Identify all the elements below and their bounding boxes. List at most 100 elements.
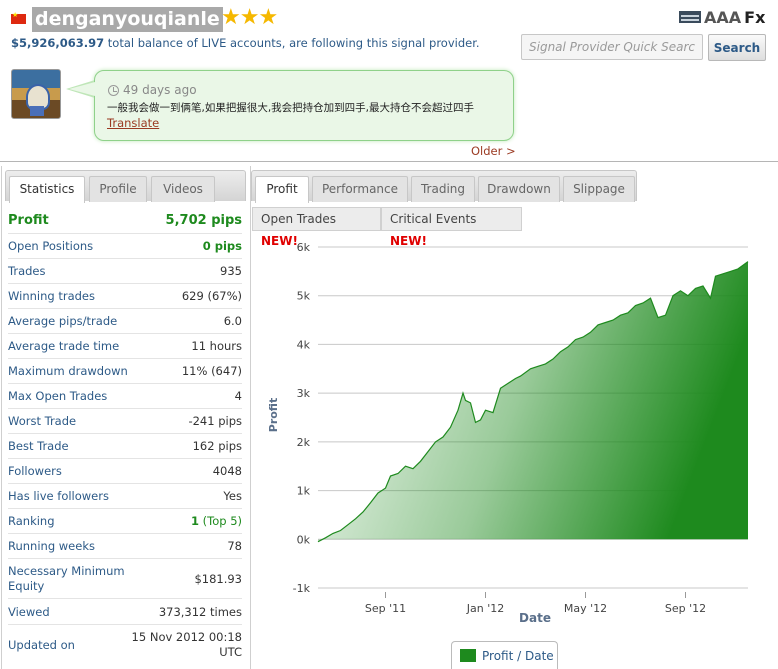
stat-value: 629 (67%) [181,289,242,303]
aaafx-logo-icon [679,11,701,23]
stat-value: 935 [220,264,242,278]
subtab-open-trades[interactable]: Open Trades NEW! [252,207,381,248]
stat-label: Open Positions [8,239,94,253]
new-badge: NEW! [390,234,427,248]
stat-value: $181.93 [194,571,242,586]
profit-line [317,261,749,543]
x-tick-label: Jan '12 [466,602,504,615]
stat-row-minimum-equity: Necessary Minimum Equity $181.93 [8,559,242,599]
bubble-arrow-inner [69,82,95,96]
chart-panel [250,166,778,669]
y-tick-label: 5k [297,290,311,303]
stat-label: Ranking [8,514,55,528]
subtab-label: Critical Events [390,212,477,226]
statistics-panel [1,166,250,669]
stat-label: Running weeks [8,539,95,553]
stat-label: Necessary Minimum Equity [8,563,125,593]
y-tick-label: 4k [297,338,311,351]
stat-row-followers: Followers 4048 [8,459,242,484]
stat-label: Followers [8,464,62,478]
stat-value: 15 Nov 2012 00:18 UTC [131,630,242,659]
stat-label: Maximum drawdown [8,364,128,378]
tab-profile[interactable]: Profile [89,176,147,202]
stat-row-ranking: Ranking 1 (Top 5) [8,509,242,534]
stat-value: 4048 [212,464,242,478]
stat-label: Best Trade [8,439,69,453]
stat-row-updated-on: Updated on 15 Nov 2012 00:18 UTC [8,625,242,665]
stat-value: 5,702 pips [165,213,242,228]
stat-row-open-positions: Open Positions 0 pips [8,234,242,259]
y-tick-label: 3k [297,387,311,400]
stat-value: -241 pips [188,414,242,428]
stat-value: 78 [227,539,242,553]
profit-area [318,261,748,542]
subtab-critical-events[interactable]: Critical Events NEW! [381,207,522,248]
stat-value: 11% (647) [181,364,242,378]
x-tick-label: May '12 [564,602,607,615]
balance-text: total balance of LIVE accounts, are foll… [104,36,480,50]
balance-line: $5,926,063.97 total balance of LIVE acco… [11,36,480,50]
x-axis-ticks: Sep '11 Jan '12 May '12 Sep '12 [365,592,706,615]
tab-performance[interactable]: Performance [312,176,408,202]
x-tick-label: Sep '12 [665,602,706,615]
stat-row-profit: Profit 5,702 pips [8,208,242,234]
search-input[interactable] [521,34,703,60]
search-button[interactable]: Search [708,34,766,61]
stat-label: Average trade time [8,339,120,353]
x-tick-label: Sep '11 [365,602,406,615]
tab-videos[interactable]: Videos [151,176,215,202]
stat-row-live-followers: Has live followers Yes [8,484,242,509]
stat-label: Updated on [8,638,75,652]
left-tabbar: Statistics Profile Videos [5,170,246,203]
stat-value: 373,312 times [158,604,242,619]
logo-prefix: AAA [704,7,742,27]
stat-row-trades: Trades 935 [8,259,242,284]
stat-value: 1 (Top 5) [191,514,242,528]
stat-label: Profit [8,213,49,228]
older-link[interactable]: Older > [471,144,516,158]
stat-row-max-open-trades: Max Open Trades 4 [8,384,242,409]
ranking-number: 1 [190,514,199,528]
stat-row-running-weeks: Running weeks 78 [8,534,242,559]
stat-row-average-trade-time: Average trade time 11 hours [8,334,242,359]
y-axis-ticks: -1k 0k 1k 2k 3k 4k 5k 6k [293,241,311,595]
stat-value: 6.0 [223,314,242,328]
stat-row-maximum-drawdown: Maximum drawdown 11% (647) [8,359,242,384]
stat-label: Average pips/trade [8,314,118,328]
stat-label: Max Open Trades [8,389,108,403]
avatar[interactable] [11,69,61,119]
legend-swatch [460,649,476,662]
y-tick-label: 0k [297,533,311,546]
stat-label: Worst Trade [8,414,77,428]
x-axis-title: Date [519,611,551,625]
stat-label: Winning trades [8,289,95,303]
stat-row-viewed: Viewed 373,312 times [8,599,242,625]
clock-icon [108,85,119,96]
right-tabbar: Profit Performance Trading Drawdown Slip… [251,170,637,203]
tab-profit[interactable]: Profit [255,176,309,203]
stat-row-average-pips: Average pips/trade 6.0 [8,309,242,334]
chart-legend[interactable]: Profit / Date [451,641,558,669]
translate-link[interactable]: Translate [107,116,160,130]
china-flag-icon [11,11,26,24]
provider-username[interactable]: denganyouqianle [32,7,223,32]
y-tick-label: 2k [297,436,311,449]
balance-amount: $5,926,063.97 [11,36,105,50]
stat-value: 0 pips [202,239,242,253]
tab-statistics[interactable]: Statistics [9,176,85,203]
stat-label: Viewed [8,604,50,619]
stat-value: 11 hours [191,339,242,353]
ranking-extra: (Top 5) [198,514,242,528]
tab-trading[interactable]: Trading [411,176,475,202]
tab-drawdown[interactable]: Drawdown [478,176,560,202]
stat-label: Trades [8,264,46,278]
tab-slippage[interactable]: Slippage [563,176,635,202]
y-tick-label: -1k [293,582,311,595]
provider-header: denganyouqianle ★★★ $5,926,063.97 total … [0,0,778,162]
rating-stars: ★★★ [221,5,278,30]
stat-row-worst-trade: Worst Trade -241 pips [8,409,242,434]
stat-row-best-trade: Best Trade 162 pips [8,434,242,459]
stat-value: Yes [223,489,242,503]
aaafx-logo[interactable]: AAA Fx [679,7,765,27]
